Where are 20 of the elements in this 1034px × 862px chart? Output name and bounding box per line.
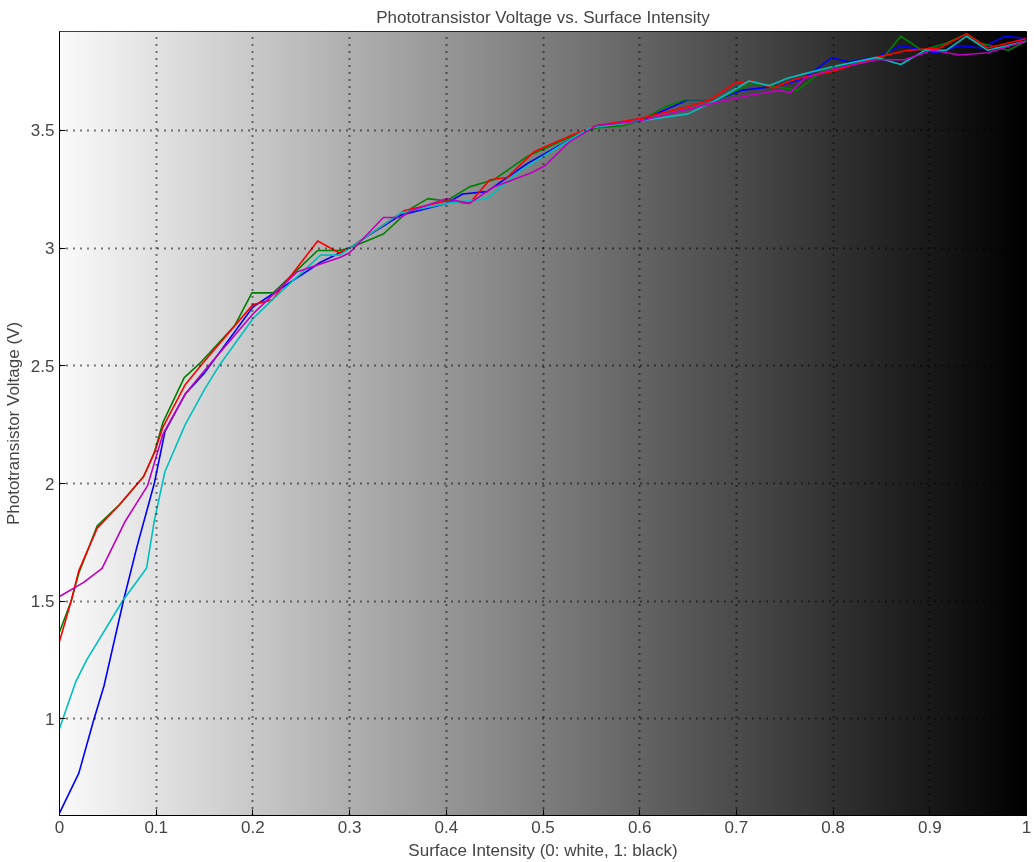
x-tick-label: 0.9	[917, 817, 942, 837]
y-tick-label: 2.5	[30, 356, 55, 376]
y-tick-label: 2	[45, 474, 55, 494]
y-tick-label: 1	[45, 709, 55, 729]
y-tick-label: 1.5	[30, 592, 55, 612]
x-tick-label: 0	[54, 817, 65, 837]
y-axis-title: Phototransistor Voltage (V)	[3, 321, 23, 526]
y-tick-label: 3	[45, 239, 55, 259]
x-tick-label: 1	[1021, 817, 1032, 837]
x-tick-label: 0.4	[434, 817, 459, 837]
x-axis-title: Surface Intensity (0: white, 1: black)	[408, 840, 678, 860]
x-tick-label: 0.7	[724, 817, 749, 837]
x-tick-label: 0.8	[821, 817, 845, 837]
chart-title: Phototransistor Voltage vs. Surface Intensity	[376, 7, 711, 27]
x-tick-label: 0.2	[241, 817, 265, 837]
x-tick-label: 0.6	[627, 817, 652, 837]
x-tick-label: 0.3	[337, 817, 362, 837]
y-tick-label: 3.5	[30, 121, 55, 141]
x-tick-label: 0.1	[144, 817, 169, 837]
x-tick-label: 0.5	[531, 817, 555, 837]
